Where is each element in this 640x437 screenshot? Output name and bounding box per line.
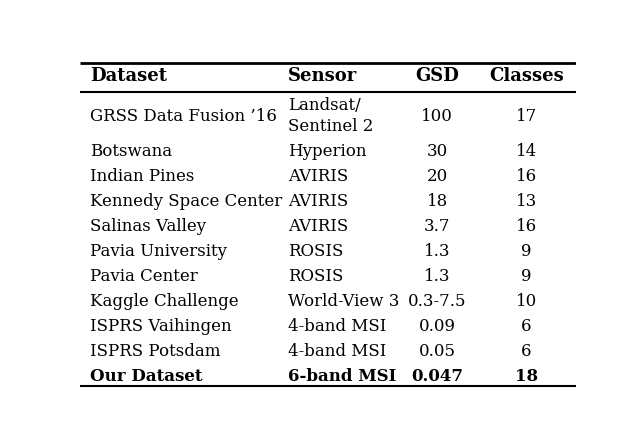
Text: World-View 3: World-View 3 xyxy=(288,293,400,310)
Text: 30: 30 xyxy=(426,143,448,160)
Text: 18: 18 xyxy=(426,193,448,210)
Text: GSD: GSD xyxy=(415,67,459,85)
Text: ISPRS Potsdam: ISPRS Potsdam xyxy=(90,343,220,360)
Text: 6-band MSI: 6-band MSI xyxy=(288,368,397,385)
Text: 1.3: 1.3 xyxy=(424,268,451,285)
Text: 9: 9 xyxy=(521,243,532,260)
Text: Kennedy Space Center: Kennedy Space Center xyxy=(90,193,282,210)
Text: 20: 20 xyxy=(426,168,448,185)
Text: 0.047: 0.047 xyxy=(411,368,463,385)
Text: Our Dataset: Our Dataset xyxy=(90,368,202,385)
Text: Landsat/
Sentinel 2: Landsat/ Sentinel 2 xyxy=(288,97,374,135)
Text: GRSS Data Fusion ’16: GRSS Data Fusion ’16 xyxy=(90,108,276,125)
Text: 17: 17 xyxy=(516,108,537,125)
Text: AVIRIS: AVIRIS xyxy=(288,168,349,185)
Text: 0.09: 0.09 xyxy=(419,318,456,335)
Text: Indian Pines: Indian Pines xyxy=(90,168,195,185)
Text: 14: 14 xyxy=(516,143,537,160)
Text: 0.3-7.5: 0.3-7.5 xyxy=(408,293,467,310)
Text: 16: 16 xyxy=(516,168,537,185)
Text: Pavia University: Pavia University xyxy=(90,243,227,260)
Text: Salinas Valley: Salinas Valley xyxy=(90,218,206,235)
Text: 6: 6 xyxy=(521,318,532,335)
Text: 6: 6 xyxy=(521,343,532,360)
Text: 10: 10 xyxy=(516,293,537,310)
Text: 4-band MSI: 4-band MSI xyxy=(288,318,387,335)
Text: 9: 9 xyxy=(521,268,532,285)
Text: AVIRIS: AVIRIS xyxy=(288,218,349,235)
Text: 1.3: 1.3 xyxy=(424,243,451,260)
Text: Botswana: Botswana xyxy=(90,143,172,160)
Text: ROSIS: ROSIS xyxy=(288,243,344,260)
Text: 16: 16 xyxy=(516,218,537,235)
Text: Dataset: Dataset xyxy=(90,67,167,85)
Text: Kaggle Challenge: Kaggle Challenge xyxy=(90,293,239,310)
Text: Pavia Center: Pavia Center xyxy=(90,268,198,285)
Text: 13: 13 xyxy=(516,193,537,210)
Text: 100: 100 xyxy=(421,108,453,125)
Text: 0.05: 0.05 xyxy=(419,343,456,360)
Text: ISPRS Vaihingen: ISPRS Vaihingen xyxy=(90,318,232,335)
Text: Hyperion: Hyperion xyxy=(288,143,367,160)
Text: AVIRIS: AVIRIS xyxy=(288,193,349,210)
Text: Classes: Classes xyxy=(489,67,564,85)
Text: Sensor: Sensor xyxy=(288,67,358,85)
Text: 4-band MSI: 4-band MSI xyxy=(288,343,387,360)
Text: 3.7: 3.7 xyxy=(424,218,451,235)
Text: ROSIS: ROSIS xyxy=(288,268,344,285)
Text: 18: 18 xyxy=(515,368,538,385)
